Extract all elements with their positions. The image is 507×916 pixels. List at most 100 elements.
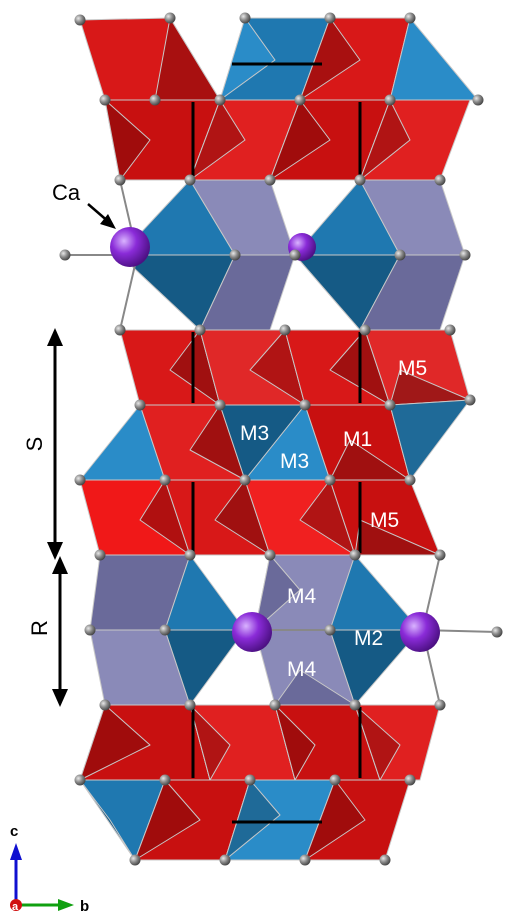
oxygen-atom [264, 549, 276, 561]
tetrahedron-mid-right [389, 399, 471, 481]
oxygen-atom [134, 399, 146, 411]
label-m2: M2 [354, 627, 383, 650]
oxygen-atom [404, 12, 416, 24]
tetrahedron-m2-lower [329, 629, 421, 706]
ca-atom-3 [232, 612, 272, 652]
octahedron-bottom-a-face [134, 779, 201, 861]
oxygen-atom [434, 549, 446, 561]
oxygen-atom [214, 94, 226, 106]
oxygen-atom [184, 174, 196, 186]
label-m3-left: M3 [240, 422, 269, 445]
oxygen-atom [59, 249, 71, 261]
oxygen-atom [114, 324, 126, 336]
oxygen-atom [219, 854, 231, 866]
oxygen-atom [324, 474, 336, 486]
bottom-row-polyhedra [79, 779, 411, 861]
oxygen-atom [84, 624, 96, 636]
oxygen-atom [294, 94, 306, 106]
octahedron-r4c-face [274, 704, 316, 781]
oxygen-atom [459, 249, 471, 261]
oxygen-atom [384, 94, 396, 106]
red-layer-4 [79, 704, 441, 781]
octahedron-r1a-face [104, 99, 151, 181]
oxygen-atom [214, 399, 226, 411]
oxygen-atom [129, 854, 141, 866]
oxygen-atom [299, 854, 311, 866]
mixed-layer-upper [119, 179, 466, 331]
oxygen-atom [159, 474, 171, 486]
ca-arrowhead [100, 214, 116, 229]
oxygen-atom [229, 249, 241, 261]
oxygen-atom [149, 94, 161, 106]
octahedron-m5-bottom-face [354, 519, 441, 556]
octahedron-r4a-face [79, 704, 151, 781]
oxygen-atom [384, 399, 396, 411]
tetrahedron-top-center-face [219, 17, 276, 101]
oxygen-atom [299, 399, 311, 411]
label-r-block: R [27, 620, 52, 636]
oxygen-atom [264, 174, 276, 186]
axis-a-marker [10, 899, 22, 911]
oxygen-atom [329, 774, 341, 786]
oxygen-atom [324, 624, 336, 636]
oxygen-atom [184, 699, 196, 711]
top-row-polyhedra [79, 17, 479, 101]
oxygen-atom [434, 699, 446, 711]
ca-atom-1 [110, 227, 150, 267]
oxygen-atom [349, 699, 361, 711]
octahedron-top-right-face [299, 17, 361, 101]
polyhedra-layer [79, 17, 479, 861]
oxygen-atom [74, 14, 86, 26]
oxygen-atom [239, 474, 251, 486]
oxygen-atom [354, 174, 366, 186]
label-m5-bottom: M5 [370, 509, 399, 532]
oxygen-atom [404, 474, 416, 486]
octahedron-r4b-face [189, 704, 231, 781]
oxygen-atom [94, 549, 106, 561]
oxygen-atom [279, 324, 291, 336]
oxygen-atom [184, 549, 196, 561]
oxygen-atom [289, 249, 301, 261]
mixed-layer-middle [79, 399, 471, 481]
octahedron-r1c-face [269, 99, 331, 181]
octahedron-r4d-face [354, 704, 401, 781]
tetrahedron-bottom-left-face [79, 779, 136, 861]
red-layer-3 [79, 479, 441, 556]
oxygen-atom [349, 549, 361, 561]
oxygen-atom [394, 249, 406, 261]
oxygen-atom [159, 774, 171, 786]
oxygen-atom [269, 699, 281, 711]
oxygen-atom [491, 626, 503, 638]
oxygen-atom [99, 699, 111, 711]
red-layer-1 [104, 99, 471, 181]
label-m3-right: M3 [280, 450, 309, 473]
label-m4-bottom: M4 [287, 658, 316, 681]
oxygen-atom [114, 174, 126, 186]
oxygen-atom [379, 854, 391, 866]
label-m1: M1 [343, 428, 372, 451]
label-m5-top: M5 [398, 357, 427, 380]
s-block-arrow: S [22, 328, 63, 560]
oxygen-atom [444, 324, 456, 336]
oxygen-atoms [59, 12, 503, 866]
oxygen-atom [74, 774, 86, 786]
oxygen-atom [74, 474, 86, 486]
oxygen-atom [472, 94, 484, 106]
octahedron-bottom-b-face [304, 779, 366, 861]
label-m4-top: M4 [287, 585, 316, 608]
tetrahedron-bottom-center-face [224, 779, 281, 861]
red-layer-2 [119, 329, 471, 406]
octahedron-r1b-face [189, 99, 246, 181]
oxygen-atom [159, 624, 171, 636]
oxygen-atom [464, 394, 476, 406]
oxygen-atom [359, 324, 371, 336]
oxygen-atom [164, 12, 176, 24]
oxygen-atom [324, 12, 336, 24]
r-block-arrow: R [27, 556, 68, 707]
label-s-block: S [22, 437, 47, 452]
axis-label-c: c [10, 823, 18, 840]
oxygen-atom [244, 774, 256, 786]
axis-triad: c b a [10, 823, 89, 915]
axis-label-b: b [80, 898, 89, 915]
